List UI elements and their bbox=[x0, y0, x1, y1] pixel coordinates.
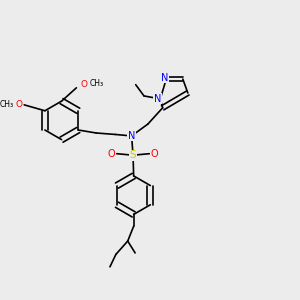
Text: O: O bbox=[108, 149, 115, 159]
Text: S: S bbox=[130, 150, 136, 160]
Text: O: O bbox=[151, 149, 158, 159]
Text: N: N bbox=[161, 73, 168, 82]
Text: CH₃: CH₃ bbox=[0, 100, 14, 109]
Text: N: N bbox=[128, 131, 135, 141]
Text: CH₃: CH₃ bbox=[89, 79, 103, 88]
Text: O: O bbox=[15, 100, 22, 109]
Text: O: O bbox=[80, 80, 87, 89]
Text: N: N bbox=[154, 94, 161, 104]
